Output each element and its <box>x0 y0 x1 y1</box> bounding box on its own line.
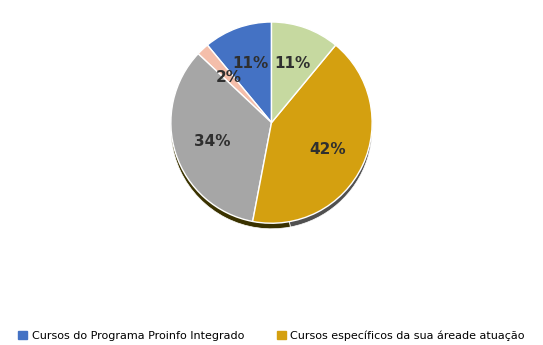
Wedge shape <box>252 45 372 223</box>
Text: 42%: 42% <box>310 142 346 157</box>
Wedge shape <box>198 45 272 122</box>
Wedge shape <box>171 51 291 229</box>
Wedge shape <box>272 51 345 128</box>
Wedge shape <box>207 28 272 128</box>
Wedge shape <box>207 22 272 122</box>
Wedge shape <box>171 54 272 221</box>
Text: 11%: 11% <box>232 57 268 71</box>
Text: 34%: 34% <box>194 135 230 149</box>
Wedge shape <box>272 22 336 122</box>
Wedge shape <box>272 28 336 128</box>
Legend: Cursos do Programa Proinfo Integrado, Cursos da Tv e Rádio Escola, Cursos ABC Li: Cursos do Programa Proinfo Integrado, Cu… <box>15 327 528 345</box>
Wedge shape <box>272 59 372 227</box>
Text: 11%: 11% <box>275 57 311 71</box>
Text: 2%: 2% <box>216 70 242 85</box>
